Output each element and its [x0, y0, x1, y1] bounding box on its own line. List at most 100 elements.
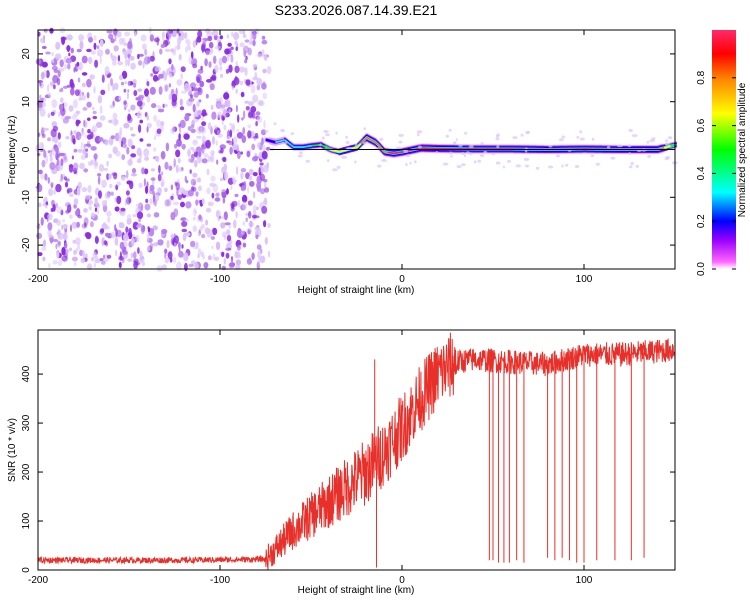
noise-speckle: [206, 187, 211, 195]
noise-speckle: [223, 124, 227, 131]
x-tick-label: -200: [28, 575, 48, 586]
noise-speckle: [242, 221, 246, 226]
noise-speckle: [91, 257, 94, 261]
ridge-cell: [382, 149, 385, 152]
noise-speckle: [138, 53, 144, 57]
ridge-cell: [456, 148, 459, 150]
noise-speckle: [185, 38, 188, 44]
noise-speckle: [55, 146, 59, 154]
noise-speckle: [60, 97, 64, 103]
noise-speckle: [51, 99, 58, 109]
ridge-cell: [284, 139, 286, 141]
noise-speckle: [138, 60, 143, 66]
noise-speckle: [40, 71, 45, 80]
noise-speckle: [248, 101, 254, 106]
ridge-speckle: [591, 137, 595, 141]
snr-frame: [37, 329, 676, 571]
noise-speckle: [68, 105, 74, 112]
noise-speckle: [104, 140, 109, 146]
noise-speckle: [265, 146, 271, 151]
noise-speckle: [153, 114, 158, 122]
ridge-speckle: [635, 164, 640, 168]
noise-speckle: [107, 216, 111, 223]
noise-speckle: [207, 122, 212, 130]
noise-speckle: [87, 144, 92, 148]
noise-speckle: [46, 84, 50, 93]
noise-speckle: [242, 242, 247, 248]
spectrogram-noise-region: [35, 26, 272, 272]
noise-speckle: [108, 153, 113, 159]
noise-speckle: [108, 173, 112, 180]
noise-speckle: [170, 48, 175, 53]
noise-speckle: [190, 260, 196, 265]
ridge-cell: [380, 147, 382, 149]
noise-speckle: [177, 158, 181, 164]
noise-speckle: [155, 155, 160, 163]
ridge-speckle: [448, 151, 453, 155]
noise-speckle: [263, 54, 268, 61]
noise-speckle: [136, 100, 143, 107]
noise-speckle: [185, 179, 189, 184]
noise-speckle: [80, 141, 84, 150]
noise-speckle: [187, 46, 192, 51]
noise-speckle: [129, 126, 134, 131]
ridge-speckle: [561, 135, 566, 139]
noise-speckle: [82, 250, 85, 259]
noise-speckle: [261, 255, 265, 262]
ridge-cell: [272, 140, 274, 143]
noise-speckle: [113, 45, 119, 52]
noise-speckle: [76, 61, 80, 67]
noise-speckle: [212, 253, 216, 261]
noise-speckle: [115, 228, 118, 237]
noise-speckle: [263, 197, 268, 206]
noise-speckle: [249, 180, 255, 187]
noise-speckle: [128, 227, 132, 237]
noise-speckle: [172, 201, 180, 206]
noise-speckle: [49, 151, 53, 158]
noise-speckle: [244, 100, 249, 104]
noise-speckle: [183, 133, 190, 140]
noise-speckle: [144, 203, 151, 211]
noise-speckle: [136, 158, 142, 164]
ridge-cell: [280, 139, 283, 142]
noise-speckle: [50, 111, 55, 117]
noise-speckle: [261, 137, 264, 146]
noise-speckle: [41, 133, 46, 139]
noise-speckle: [126, 196, 131, 205]
ridge-cell: [661, 147, 664, 149]
ridge-speckle: [491, 152, 495, 156]
noise-speckle: [222, 197, 226, 204]
noise-speckle: [208, 41, 214, 49]
noise-speckle: [40, 173, 46, 180]
noise-speckle: [196, 135, 202, 139]
noise-speckle: [100, 228, 105, 234]
ridge-cell: [300, 146, 303, 148]
ridge-cell: [274, 141, 276, 143]
noise-speckle: [208, 182, 216, 188]
noise-speckle: [252, 63, 258, 68]
noise-speckle: [104, 192, 111, 199]
noise-speckle: [120, 207, 126, 212]
ridge-cell: [459, 148, 462, 150]
noise-speckle: [57, 151, 61, 158]
noise-speckle: [234, 193, 239, 198]
noise-speckle: [203, 262, 209, 269]
noise-speckle: [206, 229, 213, 238]
noise-speckle: [53, 189, 56, 195]
ridge-cell: [304, 145, 307, 148]
noise-speckle: [105, 48, 110, 55]
ridge-cell: [468, 148, 471, 150]
noise-speckle: [262, 92, 268, 100]
ridge-cell: [450, 147, 452, 150]
noise-speckle: [166, 68, 170, 76]
ridge-cell: [465, 148, 468, 150]
noise-speckle: [234, 40, 238, 46]
noise-speckle: [215, 241, 221, 251]
noise-speckle: [223, 92, 230, 100]
noise-speckle: [112, 83, 115, 92]
noise-speckle: [261, 35, 266, 40]
noise-speckle: [254, 226, 260, 231]
ridge-cell: [443, 147, 446, 150]
noise-speckle: [240, 151, 243, 155]
